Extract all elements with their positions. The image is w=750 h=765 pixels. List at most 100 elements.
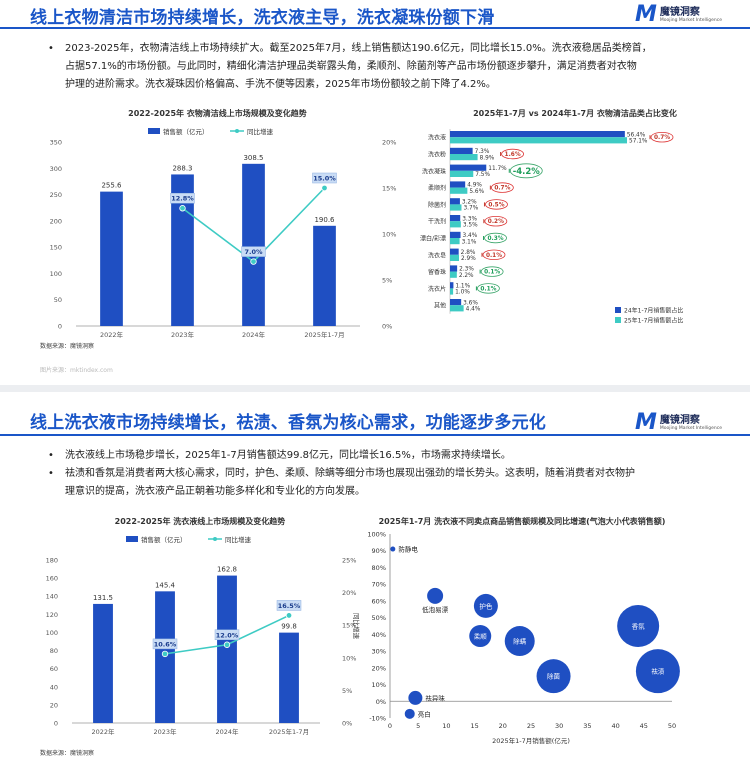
legend-swatch-2024 — [615, 307, 621, 313]
data-source: 数据来源：魔镜洞察 — [40, 750, 95, 757]
change-label: 0.1% — [484, 270, 500, 276]
chart-category-share: 洗衣液 56.4%57.1% 0.7% 洗衣粉 7.3%8.9% 1.6% 洗衣凝珠 11.7… — [420, 129, 683, 325]
y-tick-label: 180 — [46, 557, 58, 565]
legend-label: 25年1-7月销售额占比 — [624, 317, 683, 325]
bar-value-label: 56.4% — [627, 132, 646, 138]
x-tick-label: 50 — [668, 722, 676, 730]
y-tick-label: 100 — [46, 629, 58, 637]
title-rule — [0, 27, 750, 29]
change-badge — [650, 131, 674, 143]
bar-value-label: 2.9% — [461, 256, 476, 262]
y-tick-label: 30% — [372, 648, 386, 656]
y-tick-label: 60 — [50, 665, 58, 673]
bullet-text: • 祛渍和香氛是消费者两大核心需求，同时，护色、柔顺、除螨等细分市场也展现出强劲… — [48, 465, 725, 501]
y-tick-label: 100% — [367, 531, 386, 539]
category-label: 洗衣片 — [428, 285, 446, 293]
growth-label-box — [241, 246, 266, 257]
bubble — [408, 690, 423, 705]
bar-2024 — [450, 282, 454, 289]
bar-2025 — [450, 154, 478, 161]
bar-value-label: 2.8% — [461, 250, 476, 256]
growth-label-box — [170, 192, 195, 204]
growth-point — [321, 184, 328, 192]
category-label: 干洗剂 — [428, 218, 446, 226]
growth-value-label: 10.6% — [154, 640, 177, 648]
x-tick-label: 2025年1-7月 — [304, 330, 344, 339]
bar-value-label: 3.5% — [463, 223, 478, 229]
y-tick-label: 20% — [372, 664, 386, 672]
y-tick-label: 10% — [372, 681, 386, 689]
bar-2024 — [450, 231, 461, 238]
bar-2024 — [450, 299, 462, 306]
bullet-line: 2023-2025年，衣物清洁线上市场持续扩大。截至2025年7月，线上销售额达… — [65, 43, 652, 54]
category-label: 留香珠 — [428, 268, 446, 276]
page-title: 线上衣物清洁市场持续增长，洗衣液主导，洗衣凝珠份额下滑 — [30, 8, 495, 28]
bar-value-label: 4.4% — [466, 307, 481, 313]
bar-2024 — [450, 131, 625, 138]
y2-tick-label: 5% — [342, 687, 352, 695]
category-label: 漂白/彩漂 — [420, 235, 446, 243]
growth-point — [285, 612, 293, 619]
bullet-line: 护理的进阶需求。洗衣凝珠因价格偏高、手洗不便等因素，2025年市场份额较之前下降… — [65, 79, 496, 90]
bar-2025 — [450, 137, 628, 144]
growth-value-label: 12.8% — [171, 195, 194, 203]
y2-tick-label: 20% — [342, 589, 356, 597]
y-tick-label: 250 — [50, 191, 62, 199]
y2-tick-label: 15% — [382, 185, 396, 193]
y-tick-label: 300 — [50, 165, 62, 173]
bar-value-label: 3.6% — [463, 300, 478, 306]
change-label: 0.3% — [488, 236, 504, 242]
growth-value-label: 7.0% — [244, 248, 263, 256]
y-tick-label: 60% — [372, 597, 386, 605]
logo-mark-icon: M — [634, 410, 657, 435]
change-badge — [480, 266, 504, 277]
bubble — [469, 625, 492, 648]
x-tick-label: 40 — [611, 722, 619, 730]
bullet-text: • 2023-2025年，衣物清洁线上市场持续扩大。截至2025年7月，线上销售… — [48, 40, 725, 94]
y-tick-label: 50% — [372, 614, 386, 622]
bar — [155, 591, 175, 723]
bar-value-label: 145.4 — [155, 581, 176, 589]
legend-swatch-sales — [126, 536, 138, 542]
x-tick-label: 10 — [442, 722, 450, 730]
bubble — [536, 659, 571, 694]
logo: M 魔镜洞察 Moojing Market Intelligence — [635, 4, 722, 26]
y2-tick-label: 5% — [382, 277, 392, 285]
bar-2025 — [450, 271, 457, 278]
x-tick-label: 2022年 — [100, 330, 124, 339]
logo-sub: Moojing Market Intelligence — [659, 426, 722, 431]
bar-2024 — [450, 181, 466, 188]
x-tick-label: 15 — [470, 722, 478, 730]
bar-2025 — [450, 204, 462, 211]
y-tick-label: 120 — [46, 611, 58, 619]
bubble — [427, 587, 444, 604]
legend-label: 销售额（亿元） — [163, 127, 209, 136]
y2-tick-label: 20% — [382, 139, 396, 147]
y-tick-label: 80 — [50, 647, 58, 655]
y-tick-label: 0% — [376, 698, 386, 706]
change-label: 0.1% — [480, 286, 496, 292]
bullet-line: 占据57.1%的市场份额。与此同时，精细化清洁护理品类崭露头角，柔顺剂、除菌剂等… — [65, 61, 637, 72]
change-label: 0.2% — [488, 219, 504, 225]
bubble-label: 祛渍 — [651, 667, 665, 676]
legend-marker — [213, 537, 217, 541]
change-label: 0.7% — [654, 135, 670, 141]
legend-label: 同比增速 — [225, 535, 252, 544]
bar-2025 — [450, 305, 464, 312]
y2-tick-label: 0% — [342, 720, 352, 728]
bar — [100, 191, 123, 326]
change-badge — [490, 182, 514, 193]
title-rule — [0, 434, 750, 436]
bar — [217, 575, 237, 723]
bubble-label: 柔顺 — [474, 632, 488, 641]
bar-value-label: 190.6 — [314, 216, 335, 224]
bar-2025 — [450, 254, 459, 261]
y-tick-label: 40% — [372, 631, 386, 639]
bubble — [617, 605, 660, 647]
bar-value-label: 4.9% — [467, 183, 482, 189]
bar-2025 — [450, 170, 474, 177]
chart-title: 2022-2025年 衣物清洁线上市场规模及变化趋势 — [128, 109, 307, 118]
logo-name: 魔镜洞察 — [659, 7, 700, 18]
y-tick-label: 200 — [50, 217, 62, 225]
y2-tick-label: 25% — [342, 557, 356, 565]
